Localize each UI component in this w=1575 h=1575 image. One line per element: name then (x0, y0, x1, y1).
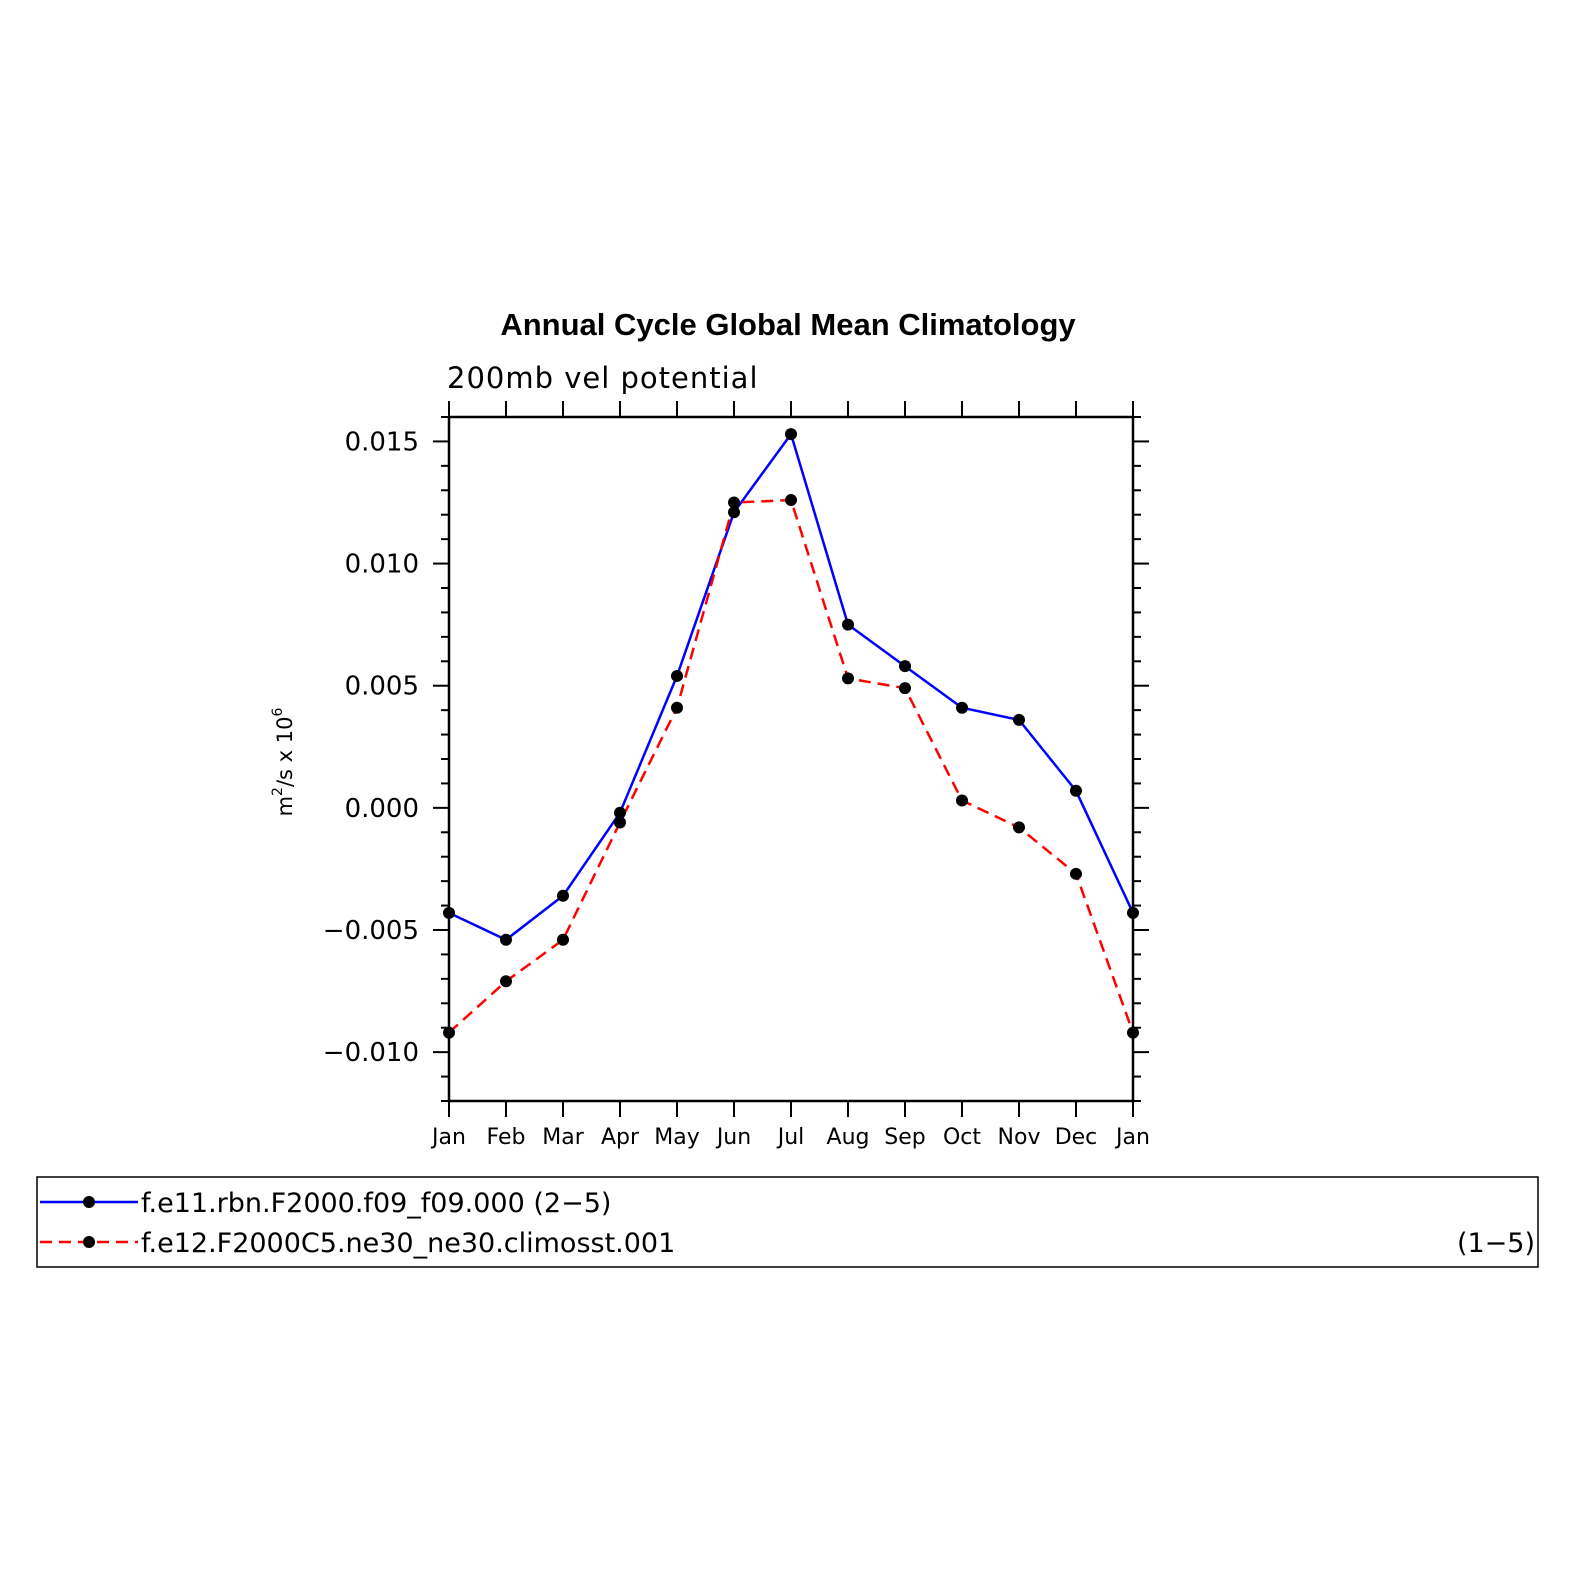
series-line-2 (448, 498, 1135, 1034)
legend-box (36, 1176, 1539, 1268)
series-1-point (728, 506, 740, 519)
plot-border (447, 415, 1135, 1103)
y-tick-label: −0.005 (323, 916, 419, 946)
series-2-point (557, 933, 569, 946)
y-axis-ticks: −0.010 −0.005 0.000 0.005 0.010 0.015 (323, 416, 1149, 1102)
series-1-point (557, 889, 569, 902)
series-layer (443, 428, 1139, 1039)
x-tick-label: Nov (998, 1125, 1041, 1150)
x-tick-label: May (654, 1125, 699, 1150)
x-tick-label: Jan (430, 1125, 466, 1150)
series-2-point (956, 794, 968, 807)
series-2-point (842, 672, 854, 685)
x-tick-label: Apr (601, 1125, 640, 1150)
series-2-point (1013, 821, 1025, 834)
series-2-point (443, 1026, 455, 1039)
series-1-point (500, 933, 512, 946)
series-1-point (614, 806, 626, 819)
series-1-point (443, 906, 455, 919)
series-1-point (671, 669, 683, 682)
x-tick-label: Jun (715, 1125, 751, 1150)
series-1-point (842, 618, 854, 631)
y-tick-label: −0.010 (323, 1038, 419, 1068)
plot-frame (447, 415, 1135, 1103)
series-1-point (899, 660, 911, 673)
y-axis-label: m2/s x 106 (270, 708, 297, 817)
series-1-point (1127, 906, 1139, 919)
series-2-point (671, 701, 683, 714)
x-tick-label: Aug (827, 1125, 870, 1150)
x-tick-label: Dec (1055, 1125, 1098, 1150)
series-1-point (1013, 713, 1025, 726)
x-tick-label: Feb (487, 1125, 526, 1150)
y-tick-label: 0.010 (345, 550, 419, 580)
y-axis-label-mid: /s x 10 (273, 717, 297, 788)
x-axis-ticks: Jan Feb Mar Apr May Jun Jul Aug Sep Oct Nov Dec Jan (430, 401, 1150, 1150)
x-tick-label: Mar (542, 1125, 584, 1150)
chart-subtitle: 200mb vel potential (447, 361, 759, 395)
series-2-point (785, 494, 797, 507)
y-tick-label: 0.000 (345, 794, 419, 824)
x-tick-label: Oct (943, 1125, 981, 1150)
series-line-1 (448, 431, 1135, 942)
y-axis-label-base: m (273, 796, 297, 816)
series-2-point (500, 975, 512, 988)
svg-text:m2/s x 106: m2/s x 106 (270, 708, 297, 817)
series-1-point (1070, 784, 1082, 797)
legend-label-2: f.e12.F2000C5.ne30_ne30.climosst.001 (141, 1228, 675, 1259)
series-1-point (785, 428, 797, 441)
x-tick-label: Sep (884, 1125, 925, 1150)
y-axis-label-sup2: 6 (270, 708, 286, 717)
legend-marker-1 (83, 1196, 95, 1208)
legend: f.e11.rbn.F2000.f09_f09.000 (2−5) f.e12.… (36, 1176, 1539, 1268)
series-2-point (728, 496, 740, 509)
y-axis-label-sup1: 2 (270, 787, 286, 796)
legend-label-1: f.e11.rbn.F2000.f09_f09.000 (2−5) (141, 1188, 611, 1219)
series-2-point (899, 682, 911, 695)
x-tick-label: Jul (776, 1125, 805, 1150)
legend-marker-2 (83, 1236, 95, 1248)
legend-label-2-suffix: (1−5) (1457, 1228, 1535, 1259)
x-tick-label: Jan (1114, 1125, 1150, 1150)
chart-title: Annual Cycle Global Mean Climatology (500, 307, 1076, 342)
y-tick-label: 0.015 (345, 427, 419, 457)
series-2-point (614, 816, 626, 829)
series-2-point (1127, 1026, 1139, 1039)
y-tick-label: 0.005 (345, 672, 419, 702)
series-1-point (956, 701, 968, 714)
series-2-point (1070, 867, 1082, 880)
